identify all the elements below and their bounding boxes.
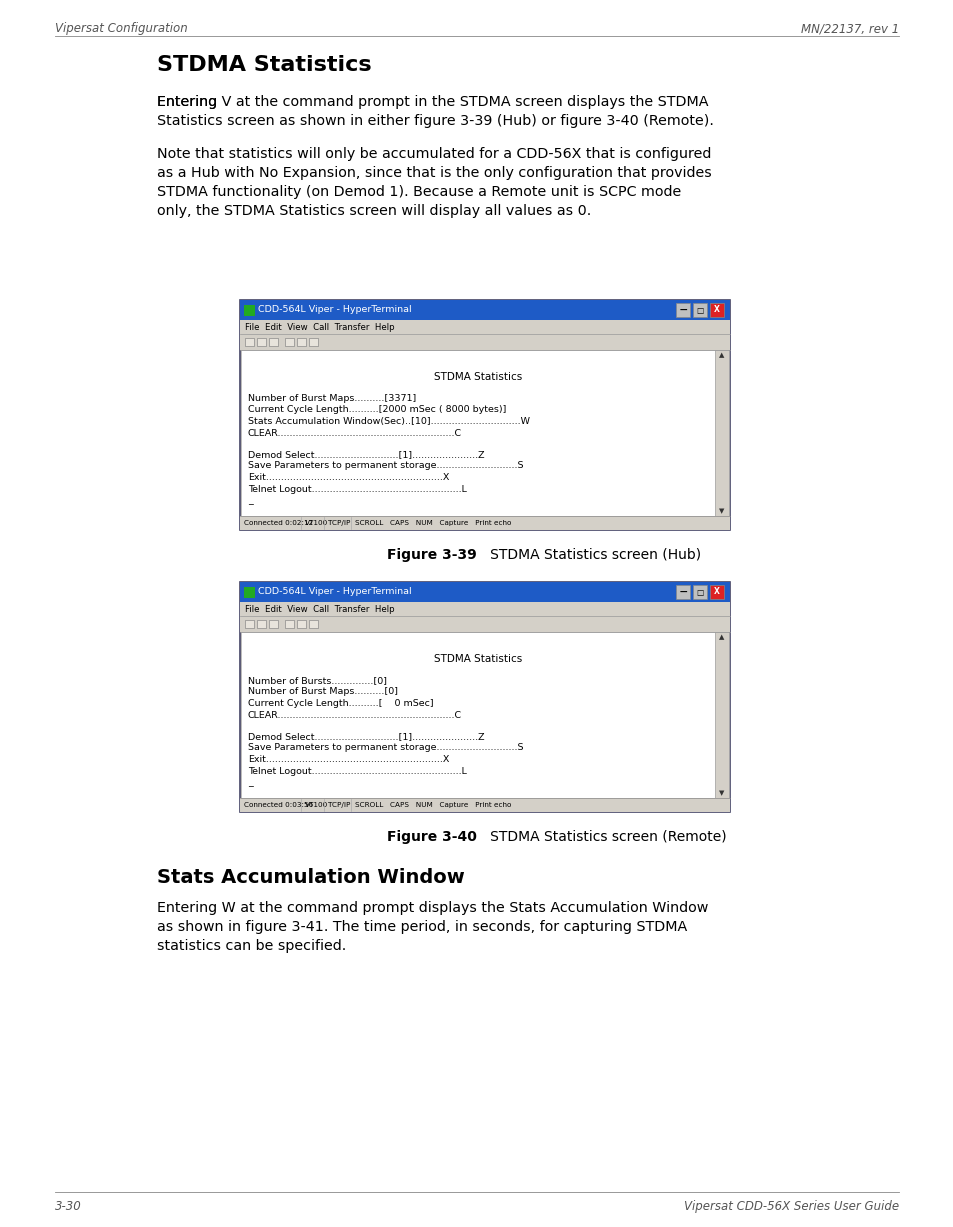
Text: □: □ xyxy=(696,588,703,596)
Bar xyxy=(285,337,294,346)
Bar xyxy=(709,303,723,317)
Bar xyxy=(269,337,277,346)
Text: Figure 3-39: Figure 3-39 xyxy=(387,548,476,562)
Bar xyxy=(256,620,266,628)
Text: Vipersat Configuration: Vipersat Configuration xyxy=(55,22,188,36)
Text: MN/22137, rev 1: MN/22137, rev 1 xyxy=(800,22,898,36)
Bar xyxy=(709,585,723,599)
Text: ▼: ▼ xyxy=(719,790,724,796)
Text: Exit...........................................................X: Exit....................................… xyxy=(248,472,449,482)
Bar xyxy=(244,306,254,317)
Text: Number of Burst Maps..........[0]: Number of Burst Maps..........[0] xyxy=(248,687,397,697)
Bar xyxy=(240,517,729,530)
Text: CLEAR...........................................................C: CLEAR...................................… xyxy=(248,710,461,719)
Text: Demod Select............................[1]......................Z: Demod Select............................… xyxy=(248,733,484,741)
Bar xyxy=(256,337,266,346)
Text: Note that statistics will only be accumulated for a CDD-56X that is configured
a: Note that statistics will only be accumu… xyxy=(157,147,711,218)
Text: Entering V at the command prompt in the STDMA screen displays the STDMA
Statisti: Entering V at the command prompt in the … xyxy=(157,94,713,128)
Bar xyxy=(676,585,689,599)
Text: Entering: Entering xyxy=(157,94,221,109)
Text: Demod Select............................[1]......................Z: Demod Select............................… xyxy=(248,450,484,459)
Bar xyxy=(240,616,729,632)
Text: VT100: VT100 xyxy=(304,802,328,809)
Text: ▲: ▲ xyxy=(719,634,724,640)
Bar xyxy=(309,620,317,628)
Bar xyxy=(240,582,729,602)
Bar xyxy=(245,620,253,628)
Text: Save Parameters to permanent storage...........................S: Save Parameters to permanent storage....… xyxy=(248,744,523,752)
Bar xyxy=(296,337,306,346)
Text: —: — xyxy=(679,588,686,596)
Bar xyxy=(240,320,729,334)
Text: TCP/IP: TCP/IP xyxy=(328,520,350,526)
Text: —: — xyxy=(679,306,686,314)
Text: STDMA Statistics screen (Remote): STDMA Statistics screen (Remote) xyxy=(476,829,726,844)
Text: _: _ xyxy=(248,778,253,787)
Bar xyxy=(240,334,729,350)
Text: STDMA Statistics: STDMA Statistics xyxy=(157,55,372,75)
Bar xyxy=(240,602,729,616)
Text: Current Cycle Length..........[    0 mSec]: Current Cycle Length..........[ 0 mSec] xyxy=(248,699,434,708)
Bar xyxy=(285,620,294,628)
Bar xyxy=(714,632,728,798)
Text: Exit...........................................................X: Exit....................................… xyxy=(248,755,449,764)
Bar xyxy=(241,350,714,517)
Bar xyxy=(240,582,729,812)
Bar xyxy=(296,620,306,628)
Bar xyxy=(240,299,729,320)
Bar xyxy=(269,620,277,628)
Text: Number of Burst Maps..........[3371]: Number of Burst Maps..........[3371] xyxy=(248,394,416,402)
Text: Save Parameters to permanent storage...........................S: Save Parameters to permanent storage....… xyxy=(248,461,523,470)
Text: File  Edit  View  Call  Transfer  Help: File Edit View Call Transfer Help xyxy=(245,323,395,331)
Text: X: X xyxy=(713,306,720,314)
Text: File  Edit  View  Call  Transfer  Help: File Edit View Call Transfer Help xyxy=(245,605,395,614)
Text: Vipersat CDD-56X Series User Guide: Vipersat CDD-56X Series User Guide xyxy=(683,1200,898,1214)
Text: STDMA Statistics: STDMA Statistics xyxy=(434,654,521,664)
Text: X: X xyxy=(713,588,720,596)
Text: Stats Accumulation Window: Stats Accumulation Window xyxy=(157,867,464,887)
Bar xyxy=(240,299,729,530)
Text: ▼: ▼ xyxy=(719,508,724,514)
Bar xyxy=(309,337,317,346)
Text: Entering W at the command prompt displays the Stats Accumulation Window
as shown: Entering W at the command prompt display… xyxy=(157,901,708,953)
Text: CLEAR...........................................................C: CLEAR...................................… xyxy=(248,428,461,438)
Text: 3-30: 3-30 xyxy=(55,1200,82,1214)
Text: CDD-564L Viper - HyperTerminal: CDD-564L Viper - HyperTerminal xyxy=(257,588,411,596)
Bar xyxy=(714,350,728,517)
Text: Stats Accumulation Window(Sec)..[10]..............................W: Stats Accumulation Window(Sec)..[10]....… xyxy=(248,417,530,426)
Text: Telnet Logout..................................................L: Telnet Logout...........................… xyxy=(248,485,466,493)
Text: TCP/IP: TCP/IP xyxy=(328,802,350,809)
Text: Current Cycle Length..........[2000 mSec ( 8000 bytes)]: Current Cycle Length..........[2000 mSec… xyxy=(248,405,506,415)
Bar xyxy=(244,587,254,598)
Text: STDMA Statistics screen (Hub): STDMA Statistics screen (Hub) xyxy=(476,548,700,562)
Bar xyxy=(676,303,689,317)
Text: Connected 0:02:12: Connected 0:02:12 xyxy=(244,520,313,526)
Text: SCROLL   CAPS   NUM   Capture   Print echo: SCROLL CAPS NUM Capture Print echo xyxy=(355,802,511,809)
Text: Number of Bursts..............[0]: Number of Bursts..............[0] xyxy=(248,676,387,685)
Bar xyxy=(245,337,253,346)
Bar xyxy=(240,798,729,812)
Text: □: □ xyxy=(696,306,703,314)
Text: CDD-564L Viper - HyperTerminal: CDD-564L Viper - HyperTerminal xyxy=(257,306,411,314)
Text: VT100: VT100 xyxy=(304,520,328,526)
Text: Telnet Logout..................................................L: Telnet Logout...........................… xyxy=(248,767,466,775)
Text: Connected 0:03:56: Connected 0:03:56 xyxy=(244,802,313,809)
Text: ▲: ▲ xyxy=(719,352,724,358)
Text: SCROLL   CAPS   NUM   Capture   Print echo: SCROLL CAPS NUM Capture Print echo xyxy=(355,520,511,526)
Bar xyxy=(692,303,706,317)
Text: _: _ xyxy=(248,496,253,506)
Text: STDMA Statistics: STDMA Statistics xyxy=(434,372,521,382)
Bar xyxy=(692,585,706,599)
Text: Figure 3-40: Figure 3-40 xyxy=(387,829,476,844)
Bar xyxy=(241,632,714,798)
